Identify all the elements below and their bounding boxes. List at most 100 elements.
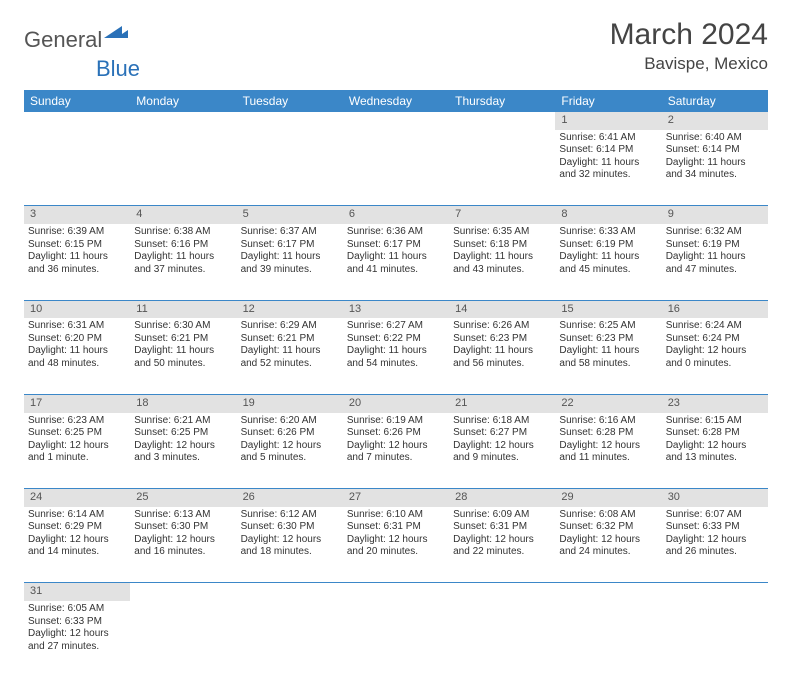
sunset-text: Sunset: 6:21 PM <box>134 333 232 346</box>
sunrise-text: Sunrise: 6:08 AM <box>559 509 657 522</box>
daylight-text: Daylight: 12 hours <box>347 534 445 547</box>
day-cell: Sunrise: 6:25 AMSunset: 6:23 PMDaylight:… <box>555 318 661 394</box>
day-number: 22 <box>555 394 661 412</box>
daylight-text: Daylight: 11 hours <box>134 251 232 264</box>
sunset-text: Sunset: 6:25 PM <box>134 427 232 440</box>
day-cell: Sunrise: 6:32 AMSunset: 6:19 PMDaylight:… <box>662 224 768 300</box>
day-number <box>343 112 449 130</box>
day-number: 15 <box>555 300 661 318</box>
sunrise-text: Sunrise: 6:20 AM <box>241 415 339 428</box>
sunrise-text: Sunrise: 6:38 AM <box>134 226 232 239</box>
daylight-text: Daylight: 12 hours <box>453 440 551 453</box>
day-number: 7 <box>449 206 555 224</box>
day-cell: Sunrise: 6:29 AMSunset: 6:21 PMDaylight:… <box>237 318 343 394</box>
day-number: 23 <box>662 394 768 412</box>
day-number <box>449 112 555 130</box>
sunrise-text: Sunrise: 6:19 AM <box>347 415 445 428</box>
daylight-text: and 50 minutes. <box>134 358 232 371</box>
daylight-text: and 9 minutes. <box>453 452 551 465</box>
daylight-text: and 7 minutes. <box>347 452 445 465</box>
day-cell: Sunrise: 6:33 AMSunset: 6:19 PMDaylight:… <box>555 224 661 300</box>
day-number: 1 <box>555 112 661 130</box>
logo-text-blue: Blue <box>96 56 140 81</box>
daylight-text: and 37 minutes. <box>134 264 232 277</box>
weekday-header: Friday <box>555 90 661 112</box>
sunset-text: Sunset: 6:19 PM <box>559 239 657 252</box>
daylight-text: and 43 minutes. <box>453 264 551 277</box>
day-number: 31 <box>24 583 130 601</box>
daylight-text: Daylight: 12 hours <box>241 534 339 547</box>
sunset-text: Sunset: 6:33 PM <box>666 521 764 534</box>
day-cell: Sunrise: 6:23 AMSunset: 6:25 PMDaylight:… <box>24 413 130 489</box>
daylight-text: and 52 minutes. <box>241 358 339 371</box>
daylight-text: and 13 minutes. <box>666 452 764 465</box>
day-cell: Sunrise: 6:16 AMSunset: 6:28 PMDaylight:… <box>555 413 661 489</box>
weekday-header: Tuesday <box>237 90 343 112</box>
day-number-row: 12 <box>24 112 768 130</box>
day-cell: Sunrise: 6:40 AMSunset: 6:14 PMDaylight:… <box>662 130 768 206</box>
day-number: 20 <box>343 394 449 412</box>
weekday-header: Thursday <box>449 90 555 112</box>
day-content-row: Sunrise: 6:39 AMSunset: 6:15 PMDaylight:… <box>24 224 768 300</box>
day-number <box>662 583 768 601</box>
sunrise-text: Sunrise: 6:26 AM <box>453 320 551 333</box>
day-number <box>449 583 555 601</box>
sunrise-text: Sunrise: 6:39 AM <box>28 226 126 239</box>
daylight-text: Daylight: 11 hours <box>347 251 445 264</box>
daylight-text: and 32 minutes. <box>559 169 657 182</box>
day-number: 14 <box>449 300 555 318</box>
daylight-text: and 56 minutes. <box>453 358 551 371</box>
sunset-text: Sunset: 6:19 PM <box>666 239 764 252</box>
daylight-text: and 26 minutes. <box>666 546 764 559</box>
daylight-text: and 16 minutes. <box>134 546 232 559</box>
day-number: 12 <box>237 300 343 318</box>
daylight-text: Daylight: 11 hours <box>559 157 657 170</box>
day-cell: Sunrise: 6:26 AMSunset: 6:23 PMDaylight:… <box>449 318 555 394</box>
day-cell: Sunrise: 6:36 AMSunset: 6:17 PMDaylight:… <box>343 224 449 300</box>
sunset-text: Sunset: 6:14 PM <box>666 144 764 157</box>
sunset-text: Sunset: 6:18 PM <box>453 239 551 252</box>
sunrise-text: Sunrise: 6:14 AM <box>28 509 126 522</box>
day-cell <box>449 130 555 206</box>
day-number <box>237 112 343 130</box>
sunrise-text: Sunrise: 6:40 AM <box>666 132 764 145</box>
daylight-text: and 5 minutes. <box>241 452 339 465</box>
day-cell: Sunrise: 6:35 AMSunset: 6:18 PMDaylight:… <box>449 224 555 300</box>
day-number: 17 <box>24 394 130 412</box>
day-number: 11 <box>130 300 236 318</box>
day-content-row: Sunrise: 6:31 AMSunset: 6:20 PMDaylight:… <box>24 318 768 394</box>
day-number <box>343 583 449 601</box>
sunset-text: Sunset: 6:30 PM <box>134 521 232 534</box>
sunrise-text: Sunrise: 6:41 AM <box>559 132 657 145</box>
flag-icon <box>104 24 128 45</box>
sunset-text: Sunset: 6:24 PM <box>666 333 764 346</box>
day-cell: Sunrise: 6:19 AMSunset: 6:26 PMDaylight:… <box>343 413 449 489</box>
day-cell <box>24 130 130 206</box>
day-number: 25 <box>130 489 236 507</box>
daylight-text: Daylight: 11 hours <box>241 251 339 264</box>
sunrise-text: Sunrise: 6:24 AM <box>666 320 764 333</box>
weekday-header: Sunday <box>24 90 130 112</box>
daylight-text: Daylight: 11 hours <box>666 157 764 170</box>
daylight-text: Daylight: 12 hours <box>347 440 445 453</box>
daylight-text: and 24 minutes. <box>559 546 657 559</box>
day-number <box>555 583 661 601</box>
day-number: 19 <box>237 394 343 412</box>
sunset-text: Sunset: 6:20 PM <box>28 333 126 346</box>
day-cell: Sunrise: 6:07 AMSunset: 6:33 PMDaylight:… <box>662 507 768 583</box>
weekday-header-row: Sunday Monday Tuesday Wednesday Thursday… <box>24 90 768 112</box>
day-content-row: Sunrise: 6:41 AMSunset: 6:14 PMDaylight:… <box>24 130 768 206</box>
daylight-text: Daylight: 12 hours <box>453 534 551 547</box>
sunset-text: Sunset: 6:22 PM <box>347 333 445 346</box>
sunrise-text: Sunrise: 6:23 AM <box>28 415 126 428</box>
day-cell <box>662 601 768 677</box>
day-cell: Sunrise: 6:41 AMSunset: 6:14 PMDaylight:… <box>555 130 661 206</box>
day-cell <box>555 601 661 677</box>
day-number: 2 <box>662 112 768 130</box>
sunrise-text: Sunrise: 6:29 AM <box>241 320 339 333</box>
sunrise-text: Sunrise: 6:16 AM <box>559 415 657 428</box>
sunset-text: Sunset: 6:29 PM <box>28 521 126 534</box>
sunrise-text: Sunrise: 6:21 AM <box>134 415 232 428</box>
daylight-text: Daylight: 12 hours <box>241 440 339 453</box>
daylight-text: Daylight: 12 hours <box>666 534 764 547</box>
